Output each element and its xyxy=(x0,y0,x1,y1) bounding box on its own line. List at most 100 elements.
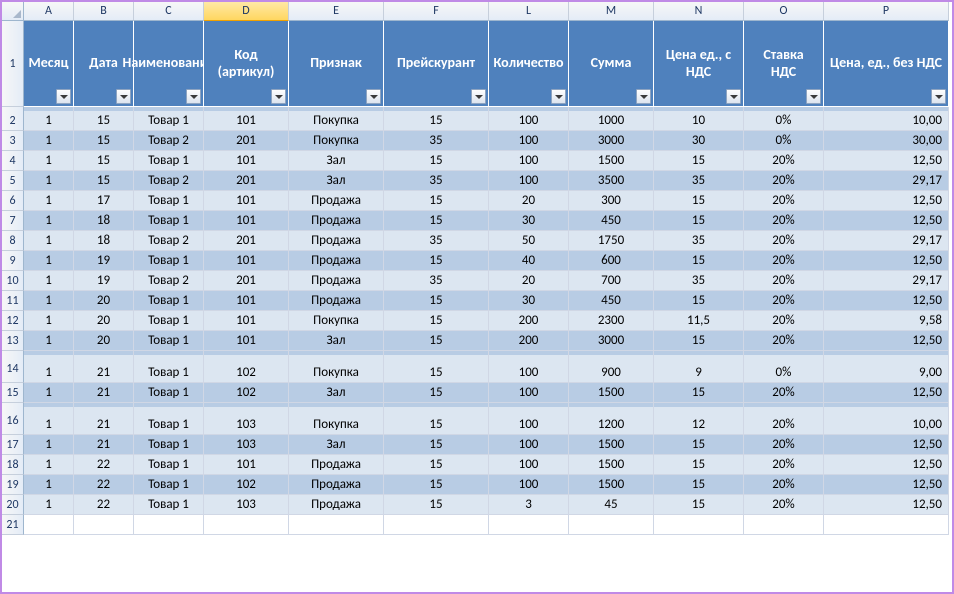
cell-D8[interactable]: 201 xyxy=(204,231,289,251)
cell-O12[interactable]: 20% xyxy=(744,311,824,331)
cell-L13[interactable]: 200 xyxy=(489,331,569,351)
cell-F8[interactable]: 35 xyxy=(384,231,489,251)
filter-dropdown-icon[interactable] xyxy=(56,89,71,104)
cell-L3[interactable]: 100 xyxy=(489,131,569,151)
cell-C6[interactable]: Товар 1 xyxy=(134,191,204,211)
cell-M12[interactable]: 2300 xyxy=(569,311,654,331)
cell-D9[interactable]: 101 xyxy=(204,251,289,271)
cell-N18[interactable]: 15 xyxy=(654,455,744,475)
cell-E11[interactable]: Продажа xyxy=(289,291,384,311)
cell-O6[interactable]: 20% xyxy=(744,191,824,211)
cell-L10[interactable]: 20 xyxy=(489,271,569,291)
cell-P2[interactable]: 10,00 xyxy=(824,111,949,131)
row-header-16[interactable]: 16 xyxy=(2,407,24,435)
cell-N8[interactable]: 35 xyxy=(654,231,744,251)
cell-F5[interactable]: 35 xyxy=(384,171,489,191)
cell-N15[interactable]: 15 xyxy=(654,383,744,403)
cell-O7[interactable]: 20% xyxy=(744,211,824,231)
cell-B20[interactable]: 22 xyxy=(74,495,134,515)
cell-O13[interactable]: 20% xyxy=(744,331,824,351)
cell-A2[interactable]: 1 xyxy=(24,111,74,131)
cell-D19[interactable]: 102 xyxy=(204,475,289,495)
cell-L8[interactable]: 50 xyxy=(489,231,569,251)
cell-F9[interactable]: 15 xyxy=(384,251,489,271)
cell-E16[interactable]: Покупка xyxy=(289,407,384,435)
cell-L5[interactable]: 100 xyxy=(489,171,569,191)
cell-P10[interactable]: 29,17 xyxy=(824,271,949,291)
cell-L21[interactable] xyxy=(489,515,569,535)
cell-O11[interactable]: 20% xyxy=(744,291,824,311)
cell-D13[interactable]: 101 xyxy=(204,331,289,351)
cell-M8[interactable]: 1750 xyxy=(569,231,654,251)
cell-F20[interactable]: 15 xyxy=(384,495,489,515)
row-header-18[interactable]: 18 xyxy=(2,455,24,475)
cell-P5[interactable]: 29,17 xyxy=(824,171,949,191)
cell-L17[interactable]: 100 xyxy=(489,435,569,455)
cell-A13[interactable]: 1 xyxy=(24,331,74,351)
cell-F21[interactable] xyxy=(384,515,489,535)
cell-L4[interactable]: 100 xyxy=(489,151,569,171)
cell-F11[interactable]: 15 xyxy=(384,291,489,311)
cell-E8[interactable]: Продажа xyxy=(289,231,384,251)
cell-N20[interactable]: 15 xyxy=(654,495,744,515)
cell-D12[interactable]: 101 xyxy=(204,311,289,331)
cell-A6[interactable]: 1 xyxy=(24,191,74,211)
cell-E4[interactable]: Зал xyxy=(289,151,384,171)
cell-A9[interactable]: 1 xyxy=(24,251,74,271)
cell-F7[interactable]: 15 xyxy=(384,211,489,231)
cell-B17[interactable]: 21 xyxy=(74,435,134,455)
column-header-A[interactable]: A xyxy=(24,2,74,21)
cell-E21[interactable] xyxy=(289,515,384,535)
cell-B8[interactable]: 18 xyxy=(74,231,134,251)
cell-P20[interactable]: 12,50 xyxy=(824,495,949,515)
column-header-M[interactable]: M xyxy=(569,2,654,21)
cell-O2[interactable]: 0% xyxy=(744,111,824,131)
cell-M21[interactable] xyxy=(569,515,654,535)
cell-M14[interactable]: 900 xyxy=(569,355,654,383)
cell-E14[interactable]: Покупка xyxy=(289,355,384,383)
cell-E5[interactable]: Зал xyxy=(289,171,384,191)
cell-F3[interactable]: 35 xyxy=(384,131,489,151)
cell-A12[interactable]: 1 xyxy=(24,311,74,331)
cell-D5[interactable]: 201 xyxy=(204,171,289,191)
table-header-E[interactable]: Признак xyxy=(289,21,384,107)
cell-O14[interactable]: 0% xyxy=(744,355,824,383)
cell-C19[interactable]: Товар 1 xyxy=(134,475,204,495)
cell-M11[interactable]: 450 xyxy=(569,291,654,311)
cell-O21[interactable] xyxy=(744,515,824,535)
cell-N2[interactable]: 10 xyxy=(654,111,744,131)
cell-E6[interactable]: Продажа xyxy=(289,191,384,211)
cell-L12[interactable]: 200 xyxy=(489,311,569,331)
cell-O17[interactable]: 20% xyxy=(744,435,824,455)
cell-P19[interactable]: 12,50 xyxy=(824,475,949,495)
cell-O10[interactable]: 20% xyxy=(744,271,824,291)
cell-O20[interactable]: 20% xyxy=(744,495,824,515)
row-header-14[interactable]: 14 xyxy=(2,355,24,383)
column-header-O[interactable]: O xyxy=(744,2,824,21)
row-header-21[interactable]: 21 xyxy=(2,515,24,535)
cell-A3[interactable]: 1 xyxy=(24,131,74,151)
cell-N17[interactable]: 15 xyxy=(654,435,744,455)
row-header-4[interactable]: 4 xyxy=(2,151,24,171)
filter-dropdown-icon[interactable] xyxy=(636,89,651,104)
cell-D2[interactable]: 101 xyxy=(204,111,289,131)
cell-C10[interactable]: Товар 2 xyxy=(134,271,204,291)
cell-D16[interactable]: 103 xyxy=(204,407,289,435)
cell-A15[interactable]: 1 xyxy=(24,383,74,403)
filter-dropdown-icon[interactable] xyxy=(931,89,946,104)
cell-N6[interactable]: 15 xyxy=(654,191,744,211)
cell-C9[interactable]: Товар 1 xyxy=(134,251,204,271)
cell-M2[interactable]: 1000 xyxy=(569,111,654,131)
cell-M16[interactable]: 1200 xyxy=(569,407,654,435)
cell-O8[interactable]: 20% xyxy=(744,231,824,251)
cell-C3[interactable]: Товар 2 xyxy=(134,131,204,151)
cell-F10[interactable]: 35 xyxy=(384,271,489,291)
row-header-6[interactable]: 6 xyxy=(2,191,24,211)
cell-D3[interactable]: 201 xyxy=(204,131,289,151)
cell-N13[interactable]: 15 xyxy=(654,331,744,351)
row-header-12[interactable]: 12 xyxy=(2,311,24,331)
cell-M7[interactable]: 450 xyxy=(569,211,654,231)
cell-C18[interactable]: Товар 1 xyxy=(134,455,204,475)
row-header-9[interactable]: 9 xyxy=(2,251,24,271)
cell-B6[interactable]: 17 xyxy=(74,191,134,211)
